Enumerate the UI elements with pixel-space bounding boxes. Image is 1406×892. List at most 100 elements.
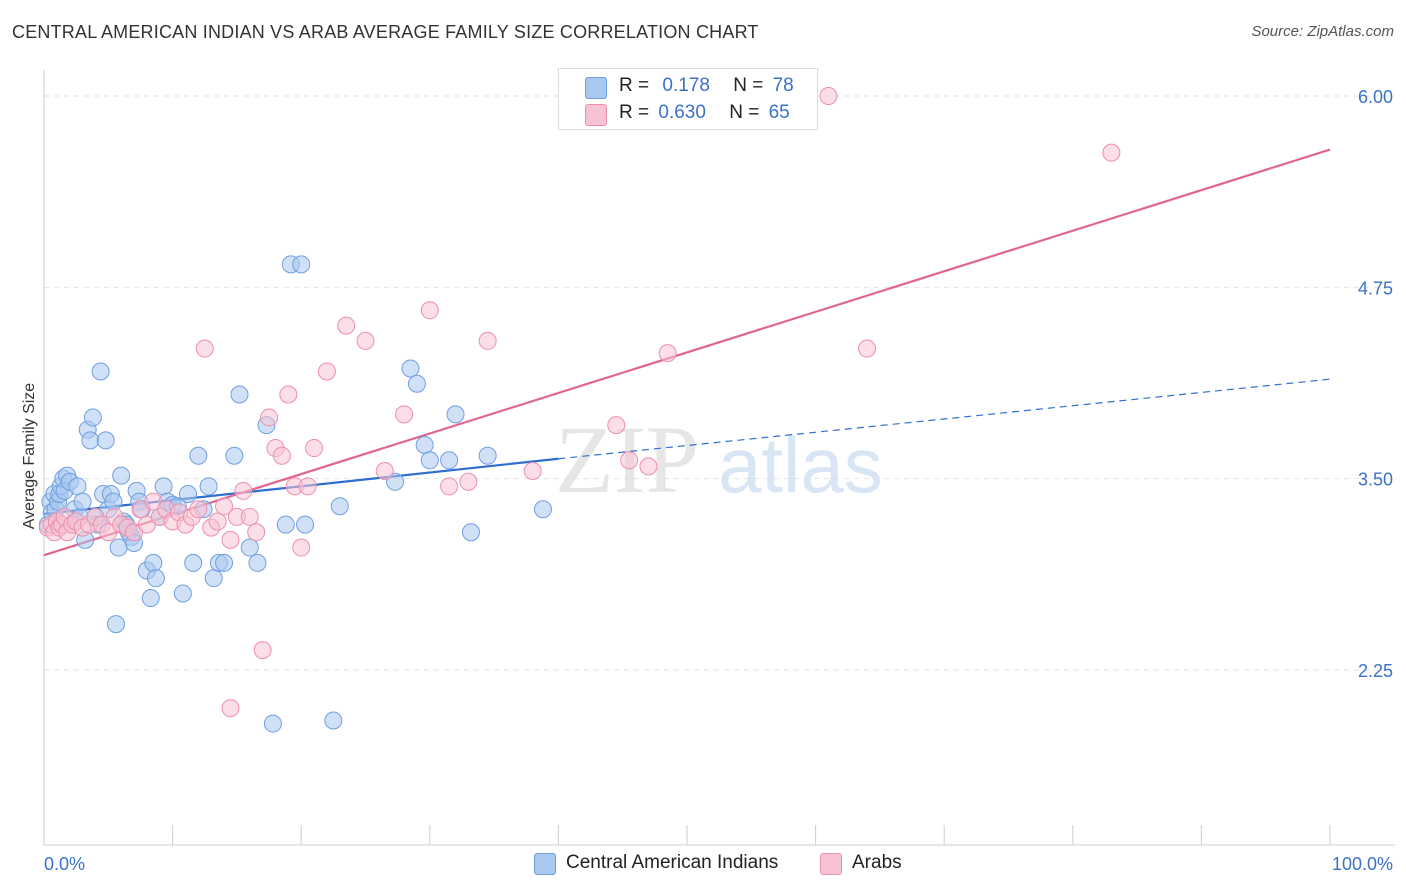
point-arab xyxy=(1102,143,1121,162)
x-tick-label-left: 0.0% xyxy=(44,854,85,874)
point-central-american-indian xyxy=(215,553,234,572)
point-central-american-indian xyxy=(461,523,480,542)
point-arab xyxy=(639,457,658,476)
point-arab xyxy=(292,538,311,557)
point-arab xyxy=(215,497,234,516)
point-central-american-indian xyxy=(104,492,123,511)
point-central-american-indian xyxy=(179,484,198,503)
point-arab xyxy=(260,408,279,427)
point-arab xyxy=(247,523,266,542)
point-arab xyxy=(356,331,375,350)
point-arab xyxy=(234,481,253,500)
bottom-legend-swatch-blue xyxy=(534,853,556,875)
point-arab xyxy=(221,699,240,718)
tick-labels: 2.25 3.50 4.75 6.00 0.0% 100.0% xyxy=(44,87,1393,874)
point-central-american-indian xyxy=(199,477,218,496)
point-arab xyxy=(420,301,439,320)
data-points xyxy=(38,87,1121,733)
bottom-legend-swatch-pink xyxy=(820,853,842,875)
point-central-american-indian xyxy=(173,584,192,603)
point-central-american-indian xyxy=(407,374,426,393)
point-central-american-indian xyxy=(154,477,173,496)
point-arab xyxy=(620,451,639,470)
watermark-atlas: atlas xyxy=(718,421,883,509)
trendline-dashed xyxy=(558,378,1331,460)
point-central-american-indian xyxy=(112,466,131,485)
point-arab xyxy=(195,339,214,358)
point-arab xyxy=(317,362,336,381)
point-central-american-indian xyxy=(248,553,267,572)
point-central-american-indian xyxy=(96,431,115,450)
point-arab xyxy=(658,344,677,363)
gridlines xyxy=(44,95,1395,671)
point-central-american-indian xyxy=(189,446,208,465)
point-central-american-indian xyxy=(81,431,100,450)
point-central-american-indian xyxy=(91,362,110,381)
point-central-american-indian xyxy=(446,405,465,424)
legend-swatch-blue xyxy=(585,77,607,99)
point-central-american-indian xyxy=(225,446,244,465)
point-central-american-indian xyxy=(144,553,163,572)
point-central-american-indian xyxy=(292,255,311,274)
point-central-american-indian xyxy=(330,497,349,516)
trendline-solid xyxy=(43,148,1331,557)
point-central-american-indian xyxy=(263,714,282,733)
point-arab xyxy=(240,507,259,526)
point-arab xyxy=(253,641,272,660)
point-central-american-indian xyxy=(415,435,434,454)
legend: R = 0.178 N = 78 R = 0.630 N = 65 xyxy=(558,68,818,130)
chart-title: CENTRAL AMERICAN INDIAN VS ARAB AVERAGE … xyxy=(12,22,759,42)
point-central-american-indian xyxy=(107,615,126,634)
point-central-american-indian xyxy=(276,515,295,534)
point-central-american-indian xyxy=(73,492,92,511)
y-axis-label: Average Family Size xyxy=(21,383,38,530)
y-tick-label: 2.25 xyxy=(1358,661,1393,681)
legend-swatch-pink xyxy=(585,104,607,126)
point-central-american-indian xyxy=(240,538,259,557)
point-arab xyxy=(189,500,208,519)
point-arab xyxy=(819,87,838,105)
point-central-american-indian xyxy=(230,385,249,404)
point-central-american-indian xyxy=(204,569,223,588)
legend-n-value: 78 xyxy=(772,75,794,96)
point-arab xyxy=(478,331,497,350)
legend-r-label: R = xyxy=(619,75,650,96)
legend-n-label: N = xyxy=(729,102,760,123)
point-central-american-indian xyxy=(296,515,315,534)
watermark: ZIP atlas xyxy=(555,406,883,513)
point-arab xyxy=(459,472,478,491)
point-central-american-indian xyxy=(83,408,102,427)
legend-r-value: 0.178 xyxy=(662,75,710,96)
point-central-american-indian xyxy=(478,446,497,465)
bottom-legend-label: Arabs xyxy=(852,852,902,873)
point-arab xyxy=(272,446,291,465)
y-tick-label: 3.50 xyxy=(1358,470,1393,490)
point-central-american-indian xyxy=(184,553,203,572)
point-arab xyxy=(395,405,414,424)
point-arab xyxy=(607,416,626,435)
source-label: Source: ZipAtlas.com xyxy=(1251,23,1394,40)
point-arab xyxy=(858,339,877,358)
point-central-american-indian xyxy=(533,500,552,519)
point-arab xyxy=(305,439,324,458)
point-central-american-indian xyxy=(420,451,439,470)
y-tick-label: 6.00 xyxy=(1358,87,1393,107)
point-central-american-indian xyxy=(401,359,420,378)
axes xyxy=(43,70,1395,846)
point-arab xyxy=(337,316,356,335)
point-central-american-indian xyxy=(324,711,343,730)
point-arab xyxy=(375,462,394,481)
legend-r-label: R = xyxy=(619,102,650,123)
point-central-american-indian xyxy=(440,451,459,470)
point-central-american-indian xyxy=(141,589,160,608)
point-arab xyxy=(298,477,317,496)
point-arab xyxy=(440,477,459,496)
y-tick-label: 4.75 xyxy=(1358,278,1393,298)
legend-r-value: 0.630 xyxy=(658,102,706,123)
point-arab xyxy=(208,512,227,531)
point-arab xyxy=(279,385,298,404)
x-tick-label-right: 100.0% xyxy=(1332,854,1393,874)
point-central-american-indian xyxy=(146,569,165,588)
point-arab xyxy=(221,530,240,549)
